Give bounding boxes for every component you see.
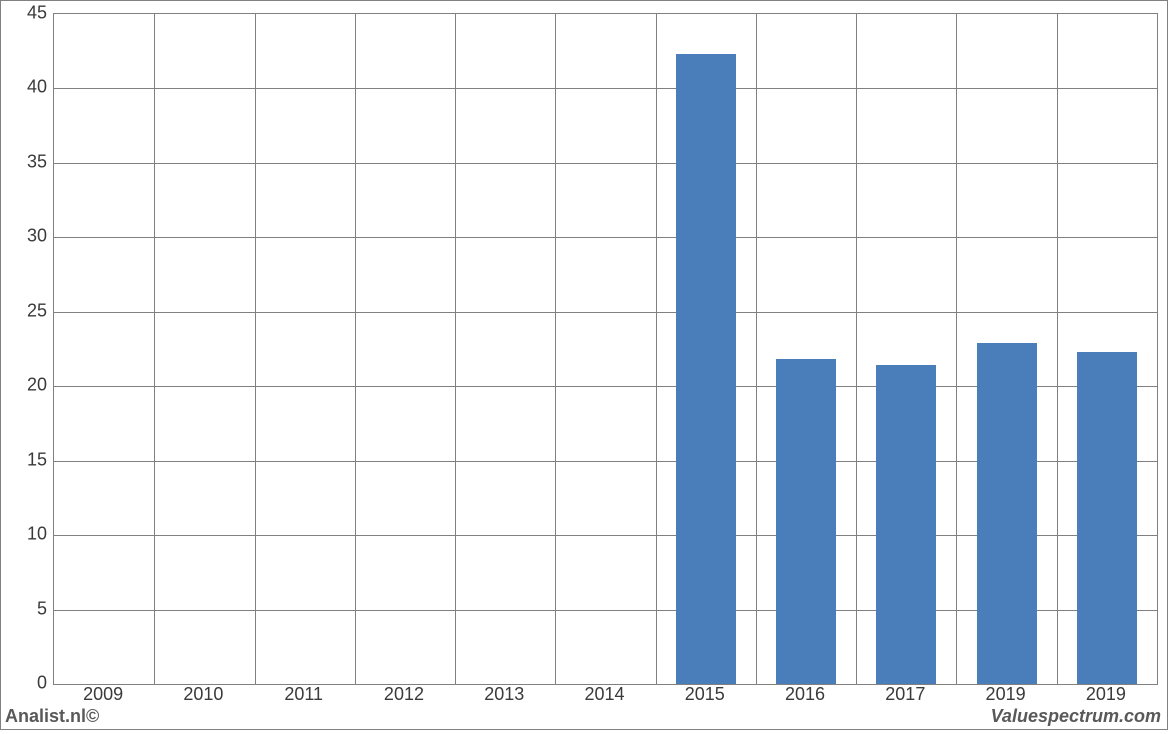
x-tick-label: 2014	[584, 684, 624, 705]
x-tick-label: 2015	[685, 684, 725, 705]
y-tick-label: 10	[7, 524, 47, 545]
gridline-h	[54, 163, 1157, 164]
bar	[1077, 352, 1137, 684]
bar	[776, 359, 836, 684]
gridline-h	[54, 237, 1157, 238]
gridline-v	[455, 14, 456, 684]
y-tick-label: 30	[7, 226, 47, 247]
x-tick-label: 2009	[83, 684, 123, 705]
footer-left: Analist.nl©	[5, 706, 99, 727]
chart-frame: 0 5 10 15 20 25 30 35 40 45 2009 2010 2011 2012 2013 2…	[0, 0, 1168, 730]
y-tick-label: 45	[7, 3, 47, 24]
bar	[876, 365, 936, 684]
x-tick-label: 2019	[1086, 684, 1126, 705]
x-tick-label: 2010	[183, 684, 223, 705]
y-tick-label: 40	[7, 77, 47, 98]
gridline-v	[856, 14, 857, 684]
x-tick-label: 2017	[885, 684, 925, 705]
x-tick-label: 2011	[284, 684, 323, 705]
gridline-v	[355, 14, 356, 684]
x-tick-label: 2019	[986, 684, 1026, 705]
gridline-v	[154, 14, 155, 684]
bar	[676, 54, 736, 684]
gridline-v	[956, 14, 957, 684]
y-tick-label: 25	[7, 300, 47, 321]
gridline-v	[756, 14, 757, 684]
footer-right: Valuespectrum.com	[991, 706, 1161, 727]
gridline-v	[255, 14, 256, 684]
y-tick-label: 5	[7, 598, 47, 619]
y-tick-label: 35	[7, 151, 47, 172]
x-tick-label: 2016	[785, 684, 825, 705]
y-tick-label: 20	[7, 375, 47, 396]
y-tick-label: 15	[7, 449, 47, 470]
gridline-v	[555, 14, 556, 684]
x-tick-label: 2012	[384, 684, 424, 705]
gridline-v	[656, 14, 657, 684]
x-tick-label: 2013	[484, 684, 524, 705]
gridline-v	[1057, 14, 1058, 684]
bar	[977, 343, 1037, 684]
gridline-h	[54, 88, 1157, 89]
gridline-h	[54, 312, 1157, 313]
plot-area	[53, 13, 1158, 685]
y-tick-label: 0	[7, 673, 47, 694]
